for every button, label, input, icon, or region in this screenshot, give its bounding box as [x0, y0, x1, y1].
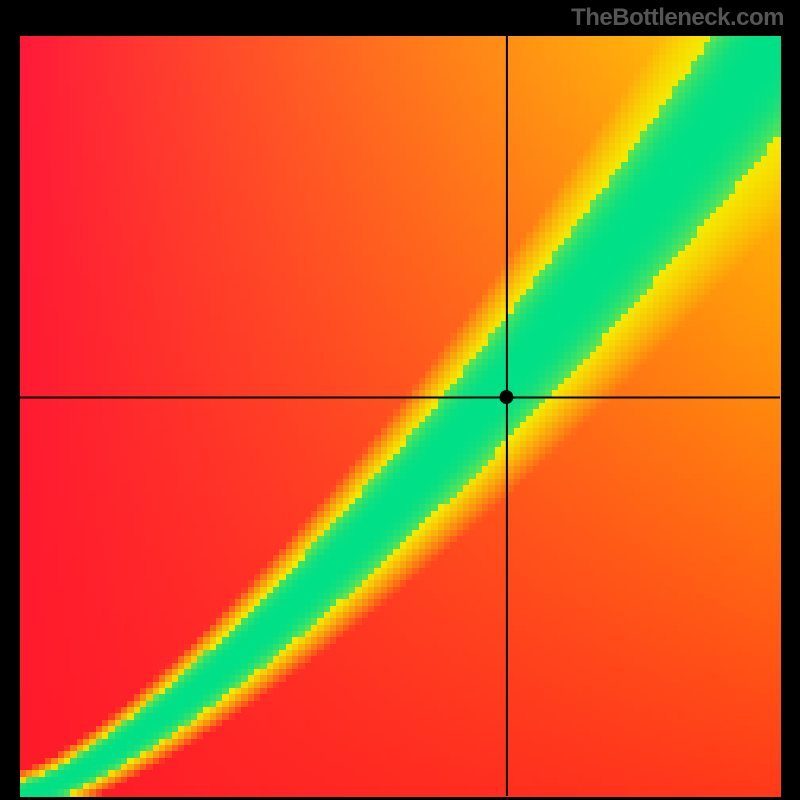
watermark-text: TheBottleneck.com [571, 4, 784, 32]
bottleneck-heatmap-canvas [0, 0, 800, 800]
bottleneck-heatmap-container: TheBottleneck.com [0, 0, 800, 800]
